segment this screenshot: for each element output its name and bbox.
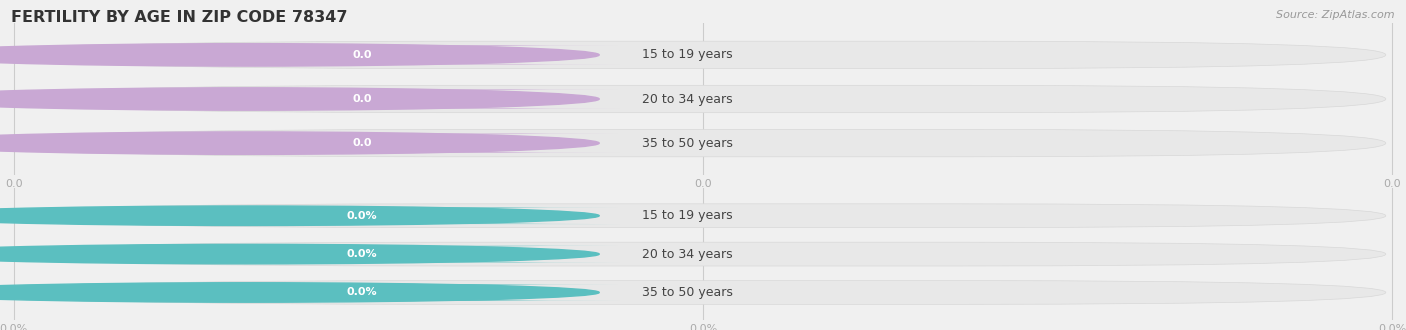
Circle shape [0, 244, 599, 264]
FancyBboxPatch shape [20, 280, 1386, 304]
Text: Source: ZipAtlas.com: Source: ZipAtlas.com [1277, 10, 1395, 20]
FancyBboxPatch shape [105, 134, 620, 153]
Circle shape [0, 283, 599, 302]
Circle shape [0, 88, 599, 110]
Text: 0.0: 0.0 [353, 94, 373, 104]
FancyBboxPatch shape [20, 129, 1386, 157]
Circle shape [0, 44, 599, 66]
Circle shape [0, 206, 599, 225]
Text: 15 to 19 years: 15 to 19 years [643, 209, 733, 222]
FancyBboxPatch shape [20, 85, 1386, 113]
Text: 20 to 34 years: 20 to 34 years [643, 92, 733, 106]
Text: 0.0%: 0.0% [347, 287, 377, 297]
FancyBboxPatch shape [105, 89, 620, 109]
FancyBboxPatch shape [105, 246, 620, 262]
Text: 35 to 50 years: 35 to 50 years [643, 286, 733, 299]
Text: 15 to 19 years: 15 to 19 years [643, 49, 733, 61]
FancyBboxPatch shape [20, 242, 1386, 266]
Text: 0.0: 0.0 [353, 50, 373, 60]
FancyBboxPatch shape [105, 207, 620, 224]
Text: FERTILITY BY AGE IN ZIP CODE 78347: FERTILITY BY AGE IN ZIP CODE 78347 [11, 10, 347, 25]
Circle shape [0, 132, 599, 154]
Text: 0.0: 0.0 [353, 138, 373, 148]
FancyBboxPatch shape [105, 45, 620, 64]
FancyBboxPatch shape [20, 204, 1386, 228]
Text: 0.0%: 0.0% [347, 211, 377, 221]
FancyBboxPatch shape [20, 41, 1386, 69]
Text: 35 to 50 years: 35 to 50 years [643, 137, 733, 149]
Text: 0.0%: 0.0% [347, 249, 377, 259]
Text: 20 to 34 years: 20 to 34 years [643, 248, 733, 261]
FancyBboxPatch shape [105, 284, 620, 301]
